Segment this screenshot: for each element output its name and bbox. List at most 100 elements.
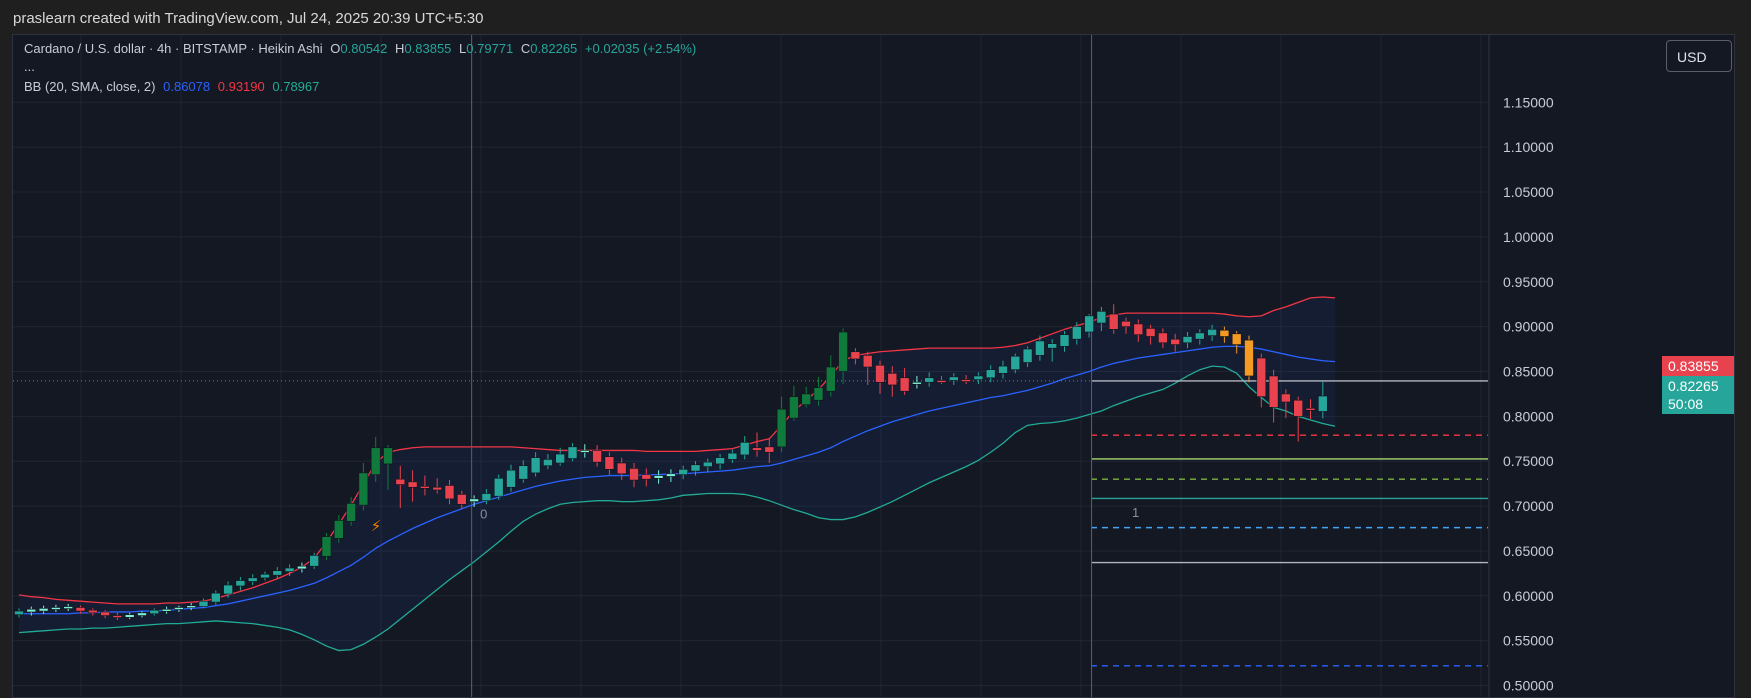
- candle-body: [850, 351, 861, 360]
- candle-body: [137, 612, 147, 616]
- candle-body: [1244, 339, 1254, 377]
- chart-attribution: praslearn created with TradingView.com, …: [0, 0, 1751, 34]
- bb-legend[interactable]: BB (20, SMA, close, 2) 0.86078 0.93190 0…: [24, 79, 323, 94]
- price-tick-label: 0.95000: [1503, 274, 1554, 290]
- candle-body: [211, 592, 221, 603]
- bb-lower-line: [18, 365, 1336, 652]
- candle-body: [715, 457, 725, 465]
- candle-body: [198, 600, 209, 607]
- candle-body: [789, 396, 799, 419]
- candle-body: [530, 457, 541, 474]
- symbol-legend[interactable]: Cardano / U.S. dollar · 4h · BITSTAMP · …: [24, 41, 700, 56]
- candle-body: [592, 450, 602, 463]
- candle-body: [63, 606, 74, 609]
- candle-body: [444, 485, 455, 500]
- candle-body: [1182, 336, 1193, 344]
- bb-lower-value: 0.78967: [272, 79, 320, 94]
- candle-body: [124, 614, 135, 618]
- candle-body: [407, 481, 418, 488]
- candle-body: [297, 565, 307, 570]
- candle-body: [727, 452, 738, 460]
- last-candle: [1318, 395, 1328, 412]
- low-value: 0.79771: [466, 41, 514, 56]
- chart-frame[interactable]: 0 1 ⚡ 1.15000 1.10000 1.05000 1.00000 0.95000 0…: [12, 34, 1735, 698]
- candle-body: [1096, 311, 1107, 324]
- price-tick-label: 1.10000: [1503, 139, 1554, 155]
- bollinger-bands: [18, 296, 1336, 652]
- close-value: 0.82265: [530, 41, 578, 56]
- candle-body: [776, 408, 787, 448]
- candle-body: [1010, 355, 1021, 370]
- candle-body: [186, 605, 196, 608]
- change-value: +0.02035 (+2.54%): [584, 41, 697, 56]
- candle-body: [518, 465, 529, 480]
- candle-body: [887, 372, 898, 386]
- candle-body: [493, 477, 504, 497]
- symbol-title[interactable]: Cardano / U.S. dollar · 4h · BITSTAMP · …: [24, 41, 323, 56]
- candle-body: [899, 377, 910, 392]
- candle-body: [875, 364, 885, 383]
- bar-countdown: 50:08: [1668, 396, 1704, 412]
- candle-body: [924, 377, 935, 383]
- candle-body: [247, 577, 258, 582]
- candle-body: [1207, 329, 1217, 336]
- candle-body: [1022, 348, 1033, 363]
- candle-body: [1158, 332, 1168, 344]
- candle-body: [481, 493, 492, 501]
- candle-body: [161, 608, 172, 612]
- price-tick-label: 0.75000: [1503, 453, 1554, 469]
- candle-body: [1268, 375, 1279, 408]
- candle-body: [1293, 399, 1303, 417]
- candle-body: [862, 355, 873, 368]
- currency-button[interactable]: USD: [1666, 40, 1732, 72]
- candle-body: [666, 473, 676, 477]
- candle-body: [333, 520, 344, 539]
- candle-body: [1145, 328, 1156, 337]
- candle-body: [973, 375, 984, 380]
- price-axis: 1.15000 1.10000 1.05000 1.00000 0.95000 0.900…: [1503, 94, 1554, 693]
- candle-body: [1231, 333, 1242, 345]
- candle-body: [1219, 329, 1230, 337]
- candle-body: [174, 607, 184, 610]
- candle-body: [1084, 315, 1094, 333]
- candle-body: [998, 365, 1008, 374]
- candle-body: [543, 459, 553, 467]
- high-value: 0.83855: [404, 41, 452, 56]
- fib-level-label: 0: [480, 507, 487, 522]
- candle-body: [358, 472, 369, 506]
- bb-upper-value: 0.93190: [217, 79, 265, 94]
- price-tick-label: 1.00000: [1503, 229, 1554, 245]
- candles: [14, 304, 1328, 621]
- bb-basis-line: [19, 345, 1336, 615]
- candle-body: [100, 611, 110, 616]
- candle-body: [838, 331, 848, 372]
- candle-body: [469, 498, 479, 502]
- candle-body: [432, 486, 443, 491]
- price-tick-label: 1.05000: [1503, 184, 1554, 200]
- candle-body: [88, 609, 98, 614]
- candle-body: [936, 380, 947, 383]
- legend-more[interactable]: ...: [24, 59, 35, 74]
- candle-body: [678, 468, 689, 475]
- price-chart[interactable]: 0 1 ⚡ 1.15000 1.10000 1.05000 1.00000 0.95000 0…: [13, 35, 1735, 698]
- candle-body: [1256, 357, 1267, 397]
- candle-body: [112, 615, 123, 618]
- candle-body: [149, 609, 160, 615]
- candle-body: [284, 567, 295, 572]
- bb-label[interactable]: BB (20, SMA, close, 2): [24, 79, 156, 94]
- price-tick-label: 0.80000: [1503, 408, 1554, 424]
- candle-body: [1108, 313, 1119, 330]
- price-tick-label: 0.55000: [1503, 633, 1554, 649]
- candle-body: [567, 446, 578, 459]
- candle-body: [1121, 320, 1131, 327]
- candle-body: [801, 393, 812, 405]
- last-price-value: 0.82265: [1668, 378, 1719, 394]
- candle-body: [739, 442, 750, 456]
- candle-body: [813, 387, 824, 401]
- candle-body: [1059, 334, 1070, 347]
- candle-body: [383, 447, 393, 465]
- candle-body: [223, 584, 233, 595]
- candle-body: [604, 456, 615, 470]
- candle-body: [235, 580, 246, 587]
- candle-body: [272, 570, 283, 576]
